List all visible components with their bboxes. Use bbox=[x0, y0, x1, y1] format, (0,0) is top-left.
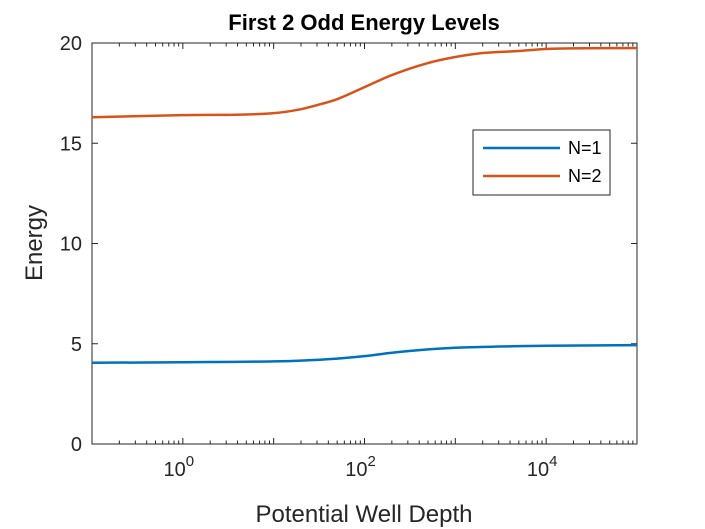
legend: N=1N=2 bbox=[472, 129, 611, 196]
y-tick-label: 0 bbox=[71, 434, 82, 456]
x-tick-label: 100 bbox=[164, 453, 195, 481]
series-line-1 bbox=[91, 343, 638, 365]
minor-ticks bbox=[118, 43, 634, 444]
legend-box bbox=[472, 129, 611, 196]
y-tick-label: 15 bbox=[60, 133, 82, 155]
y-axis-label: Energy bbox=[21, 205, 48, 281]
chart-title: First 2 Odd Energy Levels bbox=[228, 10, 499, 35]
x-axis-label: Potential Well Depth bbox=[255, 501, 472, 528]
x-tick-exponent: 4 bbox=[549, 453, 557, 470]
x-tick-exponent: 0 bbox=[186, 453, 194, 470]
legend-label-1: N=1 bbox=[568, 138, 602, 158]
x-tick-exponent: 2 bbox=[367, 453, 375, 470]
y-tick-label: 5 bbox=[71, 334, 82, 356]
x-tick-base: 10 bbox=[345, 459, 367, 481]
y-tick-labels: 0 5 10 15 20 bbox=[60, 33, 82, 456]
x-tick-labels: 100 102 104 bbox=[164, 453, 558, 481]
y-tick-label: 10 bbox=[60, 234, 82, 256]
x-tick-base: 10 bbox=[527, 459, 549, 481]
y-tick-label: 20 bbox=[60, 33, 82, 55]
series-layer bbox=[91, 46, 638, 365]
legend-label-2: N=2 bbox=[568, 166, 602, 186]
axes-box bbox=[91, 42, 638, 445]
series-line-2 bbox=[91, 46, 638, 119]
x-tick-label: 102 bbox=[345, 453, 376, 481]
plot-area bbox=[91, 42, 638, 445]
x-tick-label: 104 bbox=[527, 453, 558, 481]
x-tick-base: 10 bbox=[164, 459, 186, 481]
